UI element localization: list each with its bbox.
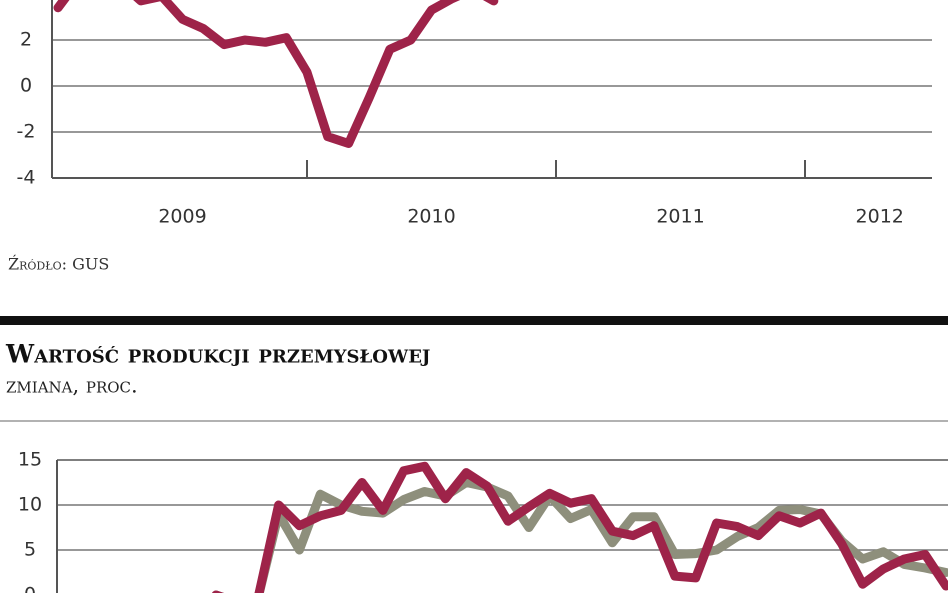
- y-tick-label: 0: [20, 75, 32, 97]
- x-tick-label: 2011: [656, 206, 704, 228]
- y-tick-label: 2: [20, 29, 32, 51]
- separator-bar: [0, 316, 948, 325]
- x-tick-label: 2010: [407, 206, 455, 228]
- y-tick-label: 5: [24, 539, 36, 561]
- data-line: [53, 0, 499, 148]
- x-tick-label: 2009: [158, 206, 206, 228]
- source-note: Źródło: GUS: [8, 254, 109, 274]
- x-tick-label: 2012: [856, 206, 904, 228]
- y-tick-label: 0: [24, 584, 36, 593]
- y-tick-label: -2: [17, 121, 36, 143]
- chart-subtitle: zmiana, proc.: [6, 374, 138, 398]
- data-line: [211, 461, 948, 593]
- y-tick-label: 15: [18, 449, 42, 471]
- y-tick-label: 10: [18, 494, 42, 516]
- y-tick-label: 4: [20, 0, 32, 5]
- y-tick-label: -4: [17, 167, 36, 189]
- chart-title: Wartość produkcji przemysłowej: [5, 340, 430, 369]
